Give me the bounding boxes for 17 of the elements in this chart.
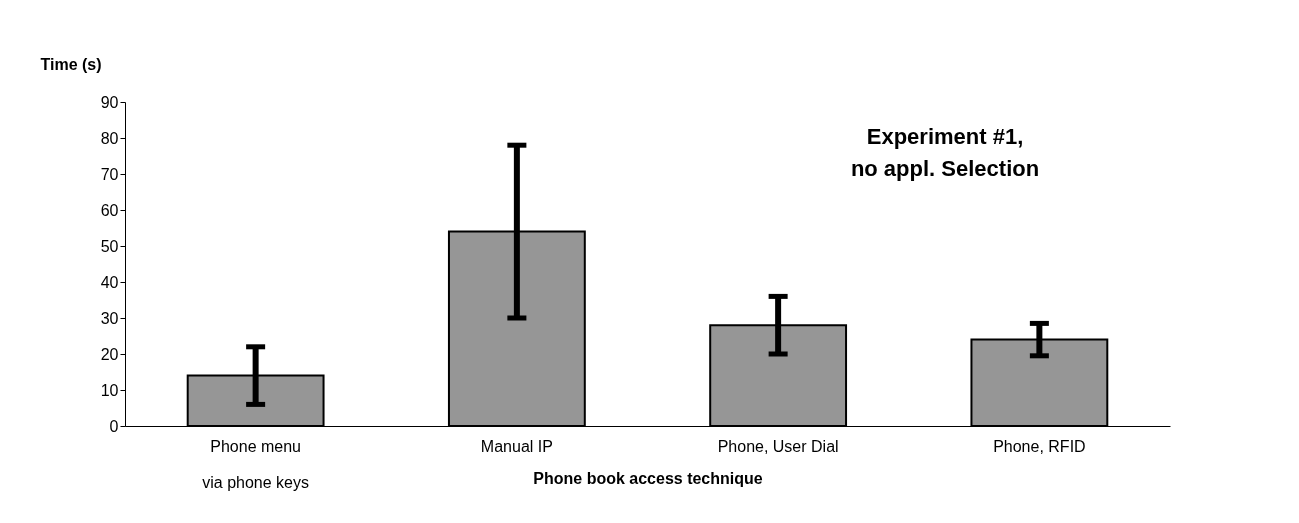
x-axis-title: Phone book access technique [533, 469, 763, 487]
annotation: Experiment #1, no appl. Selection [850, 124, 1040, 181]
y-tick-label: 10 [100, 381, 119, 399]
x-tick-label: Phone menu via phone keys [202, 437, 309, 491]
y-tick-label: 40 [100, 273, 119, 291]
y-tick-label: 90 [100, 93, 119, 111]
y-tick-label: 50 [100, 237, 119, 255]
x-tick-label: Phone, User Dial [717, 437, 839, 455]
y-tick-label: 60 [100, 201, 119, 219]
y-tick-label: 80 [100, 129, 119, 147]
y-tick-label: 70 [100, 165, 119, 183]
y-tick-label: 0 [109, 417, 119, 435]
y-tick-label: 30 [100, 309, 119, 327]
x-tick-label: Phone, RFID [993, 437, 1086, 455]
y-tick-label: 20 [100, 345, 119, 363]
x-tick-label: Manual IP [480, 437, 553, 455]
y-axis-title: Time (s) [40, 55, 102, 73]
